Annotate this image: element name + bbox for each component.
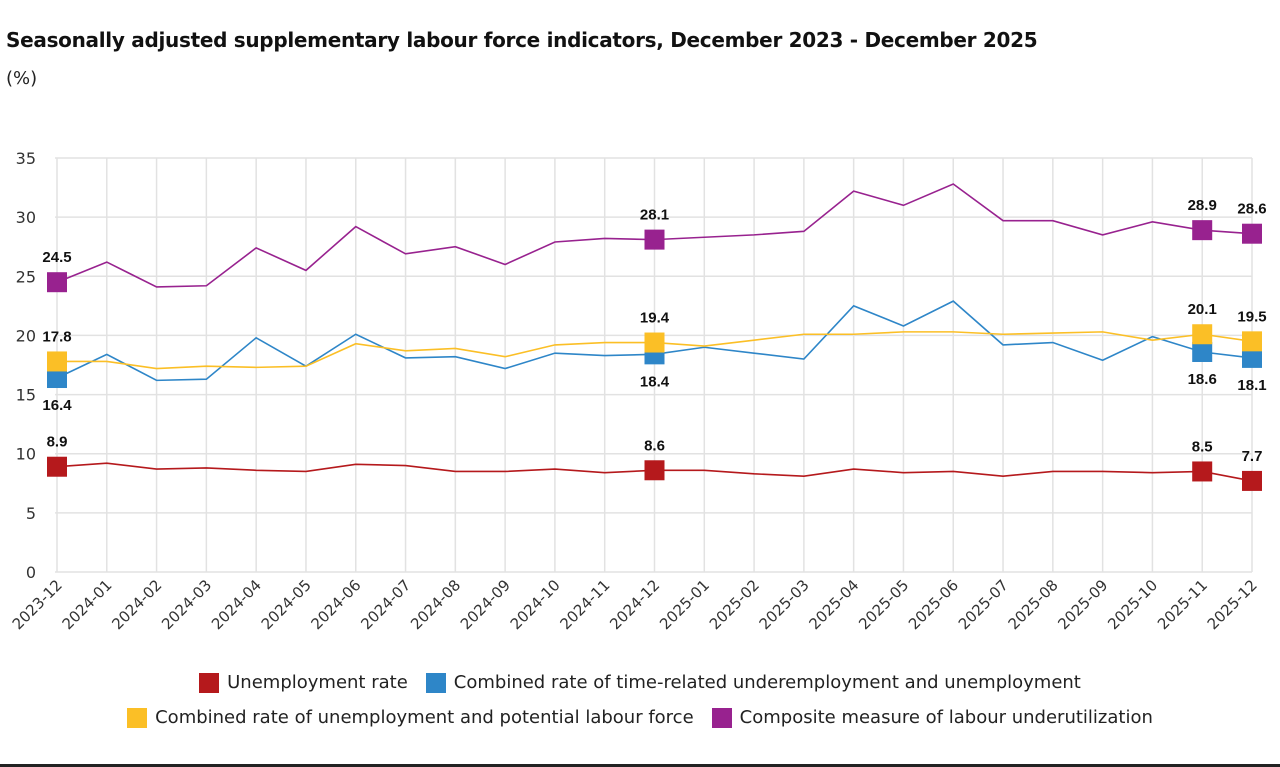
data-label: 17.8 — [42, 328, 71, 345]
data-marker — [644, 460, 665, 481]
y-tick-label: 10 — [16, 445, 36, 464]
x-tick-label: 2024-05 — [258, 576, 315, 633]
legend-swatch — [199, 672, 220, 693]
y-axis-unit: (%) — [6, 68, 38, 89]
x-tick-label: 2025-04 — [805, 576, 862, 633]
x-tick-label: 2024-08 — [407, 576, 464, 633]
x-tick-label: 2025-05 — [855, 576, 912, 633]
x-tick-label: 2023-12 — [9, 576, 66, 633]
data-label: 28.6 — [1237, 201, 1266, 218]
data-label: 18.4 — [640, 373, 670, 390]
data-marker — [1192, 324, 1213, 345]
data-label: 7.7 — [1242, 448, 1263, 465]
x-tick-label: 2024-04 — [208, 576, 265, 633]
x-tick-label: 2024-01 — [59, 576, 116, 633]
y-tick-label: 0 — [26, 563, 36, 582]
data-label: 18.1 — [1237, 377, 1266, 394]
x-tick-label: 2025-10 — [1104, 576, 1161, 633]
chart-title: Seasonally adjusted supplementary labour… — [6, 28, 1038, 52]
data-label: 8.5 — [1192, 438, 1213, 455]
data-marker — [47, 368, 67, 389]
legend-label: Combined rate of unemployment and potent… — [155, 707, 694, 728]
data-label: 28.1 — [640, 207, 669, 224]
legend-swatch — [127, 707, 148, 728]
data-marker — [1242, 470, 1262, 491]
data-marker — [47, 351, 67, 372]
data-label: 18.6 — [1188, 371, 1217, 388]
x-tick-label: 2024-10 — [507, 576, 564, 633]
data-label: 16.4 — [42, 397, 72, 414]
data-label: 19.4 — [640, 310, 670, 327]
y-tick-label: 20 — [16, 326, 36, 345]
y-tick-label: 30 — [16, 208, 36, 227]
x-tick-label: 2024-06 — [308, 576, 365, 633]
data-marker — [644, 229, 665, 250]
data-marker — [1192, 461, 1213, 482]
y-tick-label: 15 — [16, 386, 36, 405]
data-label: 19.5 — [1237, 308, 1266, 325]
y-tick-label: 35 — [16, 149, 36, 168]
data-marker — [47, 272, 67, 293]
y-tick-label: 25 — [16, 267, 36, 286]
data-label: 8.6 — [644, 437, 665, 454]
data-marker — [1242, 223, 1262, 244]
legend-item-time-related[interactable]: Combined rate of time-related underemplo… — [425, 672, 1081, 693]
data-marker — [1192, 220, 1213, 241]
data-marker — [47, 456, 67, 477]
x-tick-label: 2025-02 — [706, 576, 763, 633]
legend-swatch — [425, 672, 446, 693]
legend-row-1: Unemployment rate Combined rate of time-… — [0, 672, 1280, 693]
x-tick-label: 2024-09 — [457, 576, 514, 633]
x-tick-label: 2025-08 — [1005, 576, 1062, 633]
x-tick-label: 2025-07 — [955, 576, 1012, 633]
x-tick-label: 2025-03 — [756, 576, 813, 633]
x-tick-label: 2025-11 — [1154, 576, 1211, 633]
x-tick-label: 2025-01 — [656, 576, 713, 633]
legend-item-potential-labour[interactable]: Combined rate of unemployment and potent… — [127, 707, 694, 728]
data-marker — [1242, 331, 1262, 352]
x-tick-label: 2024-02 — [108, 576, 165, 633]
legend-swatch — [711, 707, 732, 728]
x-tick-label: 2025-12 — [1204, 576, 1261, 633]
legend-row-2: Combined rate of unemployment and potent… — [0, 707, 1280, 728]
legend-item-unemployment[interactable]: Unemployment rate — [199, 672, 408, 693]
data-label: 20.1 — [1188, 301, 1217, 318]
legend-label: Unemployment rate — [227, 672, 408, 693]
data-marker — [1192, 341, 1213, 362]
y-tick-label: 5 — [26, 504, 36, 523]
data-label: 24.5 — [42, 249, 71, 266]
data-label: 28.9 — [1188, 197, 1217, 214]
data-label: 8.9 — [47, 434, 68, 451]
data-marker — [1242, 347, 1262, 368]
x-tick-label: 2024-07 — [357, 576, 414, 633]
x-tick-label: 2025-06 — [905, 576, 962, 633]
x-tick-label: 2024-11 — [556, 576, 613, 633]
x-tick-label: 2024-03 — [158, 576, 215, 633]
x-tick-label: 2024-12 — [606, 576, 663, 633]
data-marker — [644, 332, 665, 353]
x-tick-label: 2025-09 — [1054, 576, 1111, 633]
legend-item-composite[interactable]: Composite measure of labour underutiliza… — [711, 707, 1153, 728]
legend-label: Composite measure of labour underutiliza… — [739, 707, 1153, 728]
legend-label: Combined rate of time-related underemplo… — [453, 672, 1081, 693]
